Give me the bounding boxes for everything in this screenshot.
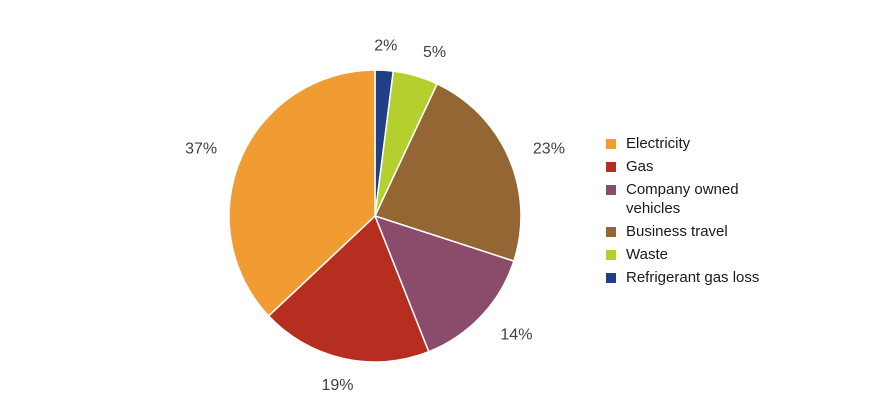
data-label-gas: 19% [321, 377, 353, 394]
legend-swatch [606, 139, 616, 149]
data-label-waste: 5% [423, 44, 446, 61]
legend-item-electricity: Electricity [606, 134, 776, 153]
data-label-refrigerant-gas-loss: 2% [374, 37, 397, 54]
legend-label: Gas [626, 158, 654, 175]
legend-swatch [606, 273, 616, 283]
pie-slice-business-travel [373, 82, 522, 263]
legend-item-company-owned-vehicles: Company owned vehicles [606, 180, 776, 218]
legend-swatch [606, 227, 616, 237]
legend-swatch [606, 162, 616, 172]
data-label-business-travel: 23% [533, 141, 565, 158]
data-label-company-owned-vehicles: 14% [500, 327, 532, 344]
legend-label: Refrigerant gas loss [626, 269, 760, 286]
legend-swatch [606, 185, 616, 195]
legend-label: Business travel [626, 223, 728, 240]
legend-label: Waste [626, 246, 668, 263]
legend-label: Electricity [626, 135, 691, 152]
data-label-electricity: 37% [185, 141, 217, 158]
legend-item-gas: Gas [606, 157, 776, 176]
legend-item-waste: Waste [606, 245, 776, 264]
pie-slice-company-owned-vehicles [373, 214, 515, 353]
legend-item-refrigerant-gas-loss: Refrigerant gas loss [606, 268, 776, 287]
legend-item-business-travel: Business travel [606, 222, 776, 241]
legend: Electricity Gas Company owned vehicles Busi… [606, 134, 806, 291]
legend-swatch [606, 250, 616, 260]
pie-slice-gas [267, 214, 430, 363]
pie-slice-electricity [228, 69, 376, 318]
legend-label: Company owned vehicles [626, 181, 739, 217]
